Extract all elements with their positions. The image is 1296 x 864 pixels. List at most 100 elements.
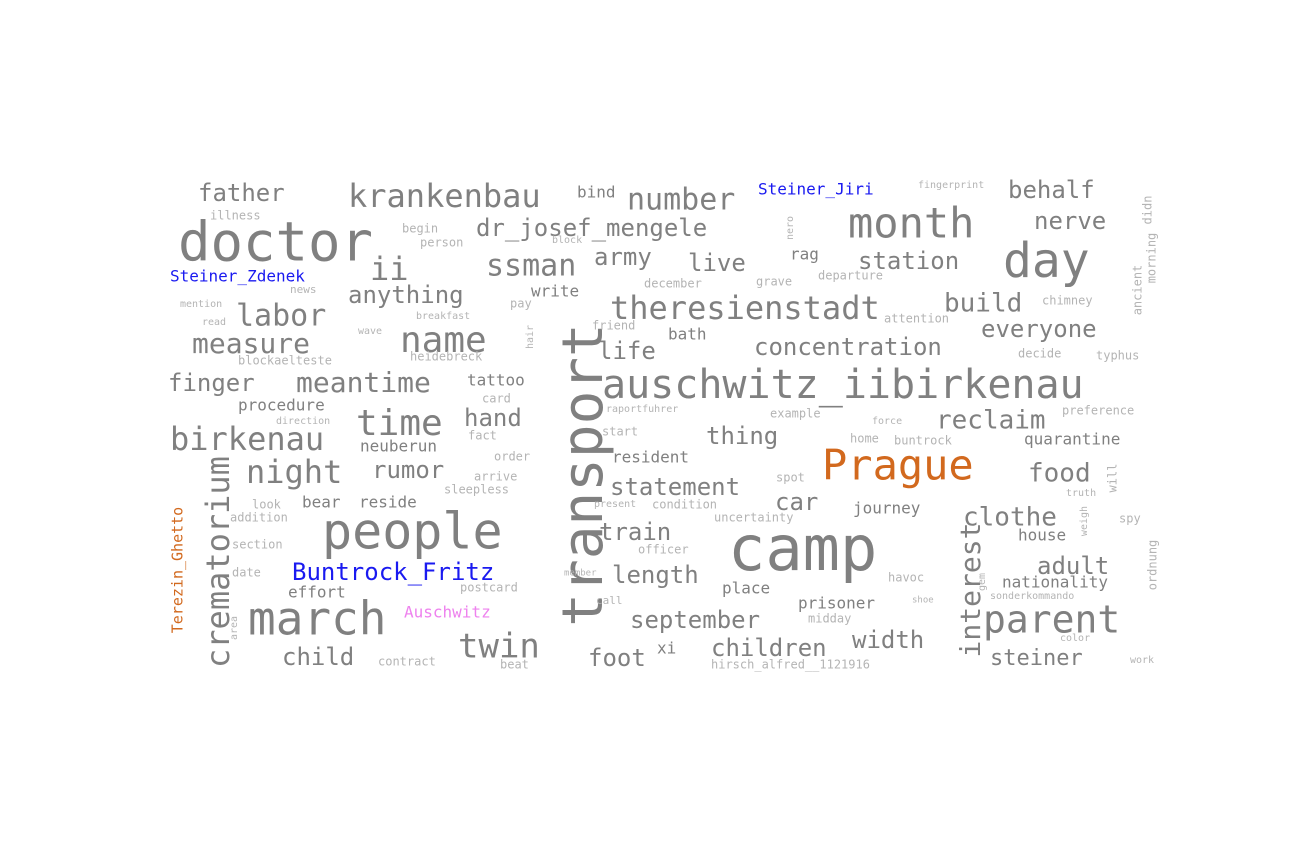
cloud-word-force: force (872, 416, 902, 427)
cloud-word-auschwitz: Auschwitz (404, 603, 491, 622)
cloud-word-xi: xi (657, 639, 676, 658)
cloud-word-september: september (630, 606, 760, 634)
cloud-word-write: write (531, 282, 579, 301)
cloud-word-month: month (848, 199, 974, 248)
cloud-word-uncertainty: uncertainty (714, 511, 793, 525)
cloud-word-neuberun: neuberun (360, 437, 437, 456)
cloud-word-bear: bear (302, 493, 341, 512)
cloud-word-thing: thing (706, 422, 778, 450)
cloud-word-width: width (852, 626, 924, 654)
cloud-word-statement: statement (610, 473, 740, 501)
cloud-word-look: look (252, 498, 282, 512)
cloud-word-birkenau: birkenau (170, 420, 324, 458)
cloud-word-pay: pay (510, 297, 532, 311)
cloud-word-hair: hair (525, 325, 536, 349)
cloud-word-bind: bind (577, 183, 616, 202)
cloud-word-journey: journey (853, 499, 921, 518)
cloud-word-prague: Prague (822, 441, 974, 490)
cloud-word-fact: fact (468, 429, 497, 443)
cloud-word-order: order (494, 450, 530, 464)
cloud-word-weigh: weigh (1079, 506, 1090, 536)
cloud-word-direction: direction (276, 416, 330, 427)
cloud-word-person: person (420, 236, 463, 250)
cloud-word-tattoo: tattoo (467, 371, 525, 390)
cloud-word-color: color (1060, 633, 1090, 644)
cloud-word-steiner: steiner (990, 646, 1083, 671)
cloud-word-sleepless: sleepless (444, 483, 509, 497)
cloud-word-departure: departure (818, 269, 883, 283)
cloud-word-prisoner: prisoner (798, 594, 875, 613)
cloud-word-quarantine: quarantine (1024, 430, 1120, 449)
cloud-word-adult: adult (1037, 552, 1109, 580)
cloud-word-ordnung: ordnung (1146, 540, 1160, 591)
cloud-word-labor: labor (236, 299, 326, 334)
cloud-word-measure: measure (192, 327, 310, 360)
cloud-word-name: name (400, 320, 487, 361)
cloud-word-date: date (232, 566, 261, 580)
cloud-word-will: will (1106, 464, 1120, 493)
cloud-word-transport: transport (551, 323, 616, 626)
cloud-word-theresienstadt: theresienstadt (610, 289, 880, 327)
cloud-word-ii: ii (370, 250, 409, 288)
cloud-word-home: home (850, 432, 879, 446)
cloud-word-read: read (202, 317, 226, 328)
cloud-word-ancient: ancient (1131, 265, 1145, 316)
cloud-word-preference: preference (1062, 404, 1134, 418)
cloud-word-meantime: meantime (296, 366, 431, 399)
cloud-word-auschwitz-iibirkenau: auschwitz_iibirkenau (602, 362, 1084, 408)
cloud-word-example: example (770, 407, 821, 421)
cloud-word-build: build (944, 289, 1022, 319)
cloud-word-nero: nero (785, 216, 796, 240)
cloud-word-hand: hand (464, 404, 522, 432)
cloud-word-raportfuhrer: raportfuhrer (606, 404, 678, 415)
cloud-word-friend: friend (592, 319, 635, 333)
cloud-word-train: train (599, 518, 671, 546)
cloud-word-fingerprint: fingerprint (918, 180, 984, 191)
cloud-word-station: station (858, 247, 959, 275)
cloud-word-spy: spy (1119, 512, 1141, 526)
cloud-word-length: length (612, 561, 699, 589)
cloud-word-member: member (564, 569, 597, 579)
cloud-word-shoe: shoe (912, 596, 934, 606)
cloud-word-children: children (711, 634, 827, 662)
cloud-word-start: start (602, 425, 638, 439)
cloud-word-decide: decide (1018, 347, 1061, 361)
cloud-word-midday: midday (808, 612, 851, 626)
cloud-word-spot: spot (776, 471, 805, 485)
cloud-word-father: father (198, 179, 285, 207)
cloud-word-night: night (246, 453, 342, 491)
cloud-word-clothe: clothe (963, 503, 1057, 533)
cloud-word-child: child (282, 643, 354, 671)
cloud-word-time: time (356, 403, 443, 444)
cloud-word-buntrock: buntrock (894, 434, 953, 448)
cloud-word-twin: twin (458, 627, 540, 667)
cloud-word-behalf: behalf (1008, 176, 1095, 204)
cloud-word-postcard: postcard (460, 581, 518, 595)
cloud-word-reclaim: reclaim (936, 406, 1046, 436)
cloud-word-steiner-zdenek: Steiner_Zdenek (170, 267, 305, 286)
cloud-word-anything: anything (348, 281, 464, 309)
cloud-word-foot: foot (588, 644, 646, 672)
cloud-word-army: army (594, 243, 652, 271)
cloud-word-didn: didn (1141, 196, 1155, 225)
cloud-word-gem: gem (977, 573, 988, 591)
cloud-word-house: house (1018, 526, 1066, 545)
cloud-word-effort: effort (288, 583, 346, 602)
cloud-word-people: people (322, 503, 503, 561)
cloud-word-work: work (1130, 655, 1154, 666)
cloud-word-resident: resident (612, 448, 689, 467)
cloud-word-concentration: concentration (754, 333, 942, 361)
cloud-word-typhus: typhus (1096, 349, 1139, 363)
cloud-word-doctor: doctor (178, 211, 373, 274)
cloud-word-attention: attention (884, 312, 949, 326)
cloud-word-havoc: havoc (888, 571, 924, 585)
cloud-word-wave: wave (358, 326, 382, 337)
cloud-word-condition: condition (652, 498, 717, 512)
cloud-word-buntrock-fritz: Buntrock_Fritz (292, 558, 494, 586)
cloud-word-live: live (688, 249, 746, 277)
cloud-word-parent: parent (983, 598, 1120, 642)
cloud-word-crematorium: crematorium (199, 456, 237, 668)
cloud-word-card: card (482, 392, 511, 406)
cloud-word-march: march (248, 592, 386, 646)
cloud-word-rag: rag (790, 245, 819, 264)
